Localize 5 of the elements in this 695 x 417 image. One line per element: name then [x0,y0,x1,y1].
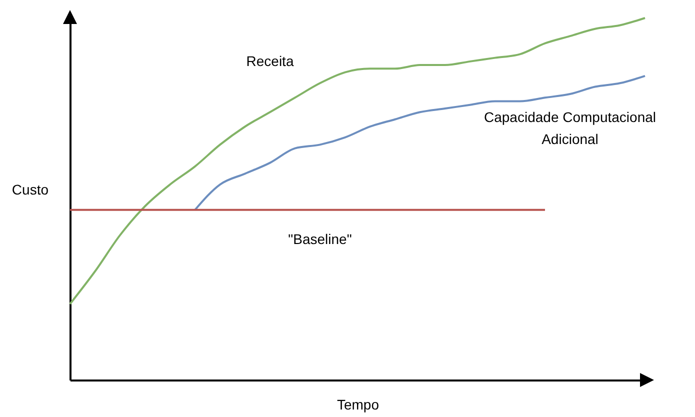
series-label: Receita [246,53,294,70]
series-label: Capacidade Computacional Adicional [484,109,656,148]
x-axis-title: Tempo [336,396,380,412]
series-label: "Baseline" [288,230,352,247]
y-axis-title: Custo [12,182,49,198]
